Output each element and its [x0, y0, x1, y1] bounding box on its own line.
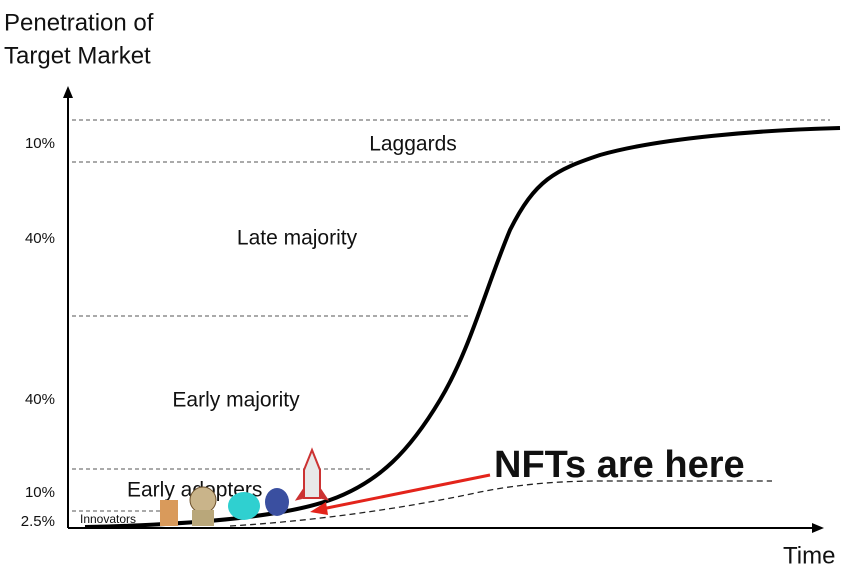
y-axis-title: Target Market	[4, 42, 151, 69]
icon-ape	[189, 486, 217, 514]
dashed-curve	[229, 480, 772, 527]
segment-label: Late majority	[237, 227, 358, 250]
icon-punk	[160, 500, 178, 526]
adoption-curve	[84, 126, 841, 529]
pointer-arrow	[321, 473, 491, 511]
axes	[63, 86, 824, 533]
segment-share: 2.5%	[21, 513, 55, 530]
x-axis-title: Time	[783, 542, 835, 569]
y-arrow	[63, 86, 73, 98]
segment-share: 40%	[25, 391, 55, 408]
segment-share: 40%	[25, 230, 55, 247]
icon-rocket	[303, 447, 321, 499]
segment-label: Early majority	[172, 389, 300, 412]
icon-ape-body	[192, 510, 214, 526]
segment-label: Laggards	[369, 133, 457, 156]
segment-share: 10%	[25, 135, 55, 152]
pointer-arrowhead	[310, 502, 328, 515]
icon-rocket-fins	[294, 487, 330, 501]
annotation: NFTs are here	[494, 444, 745, 486]
y-axis-title: Penetration of	[4, 9, 154, 36]
icon-blob	[228, 492, 260, 520]
segment-label: Innovators	[80, 512, 136, 526]
icon-fish	[265, 488, 289, 516]
nft-icons	[160, 447, 330, 526]
segment-share: 10%	[25, 484, 55, 501]
x-arrow	[812, 523, 824, 533]
dividers	[72, 119, 830, 512]
